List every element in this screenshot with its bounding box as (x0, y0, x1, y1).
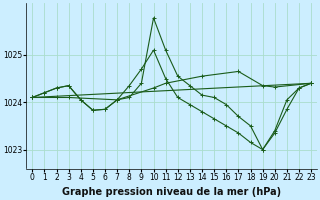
X-axis label: Graphe pression niveau de la mer (hPa): Graphe pression niveau de la mer (hPa) (62, 187, 281, 197)
